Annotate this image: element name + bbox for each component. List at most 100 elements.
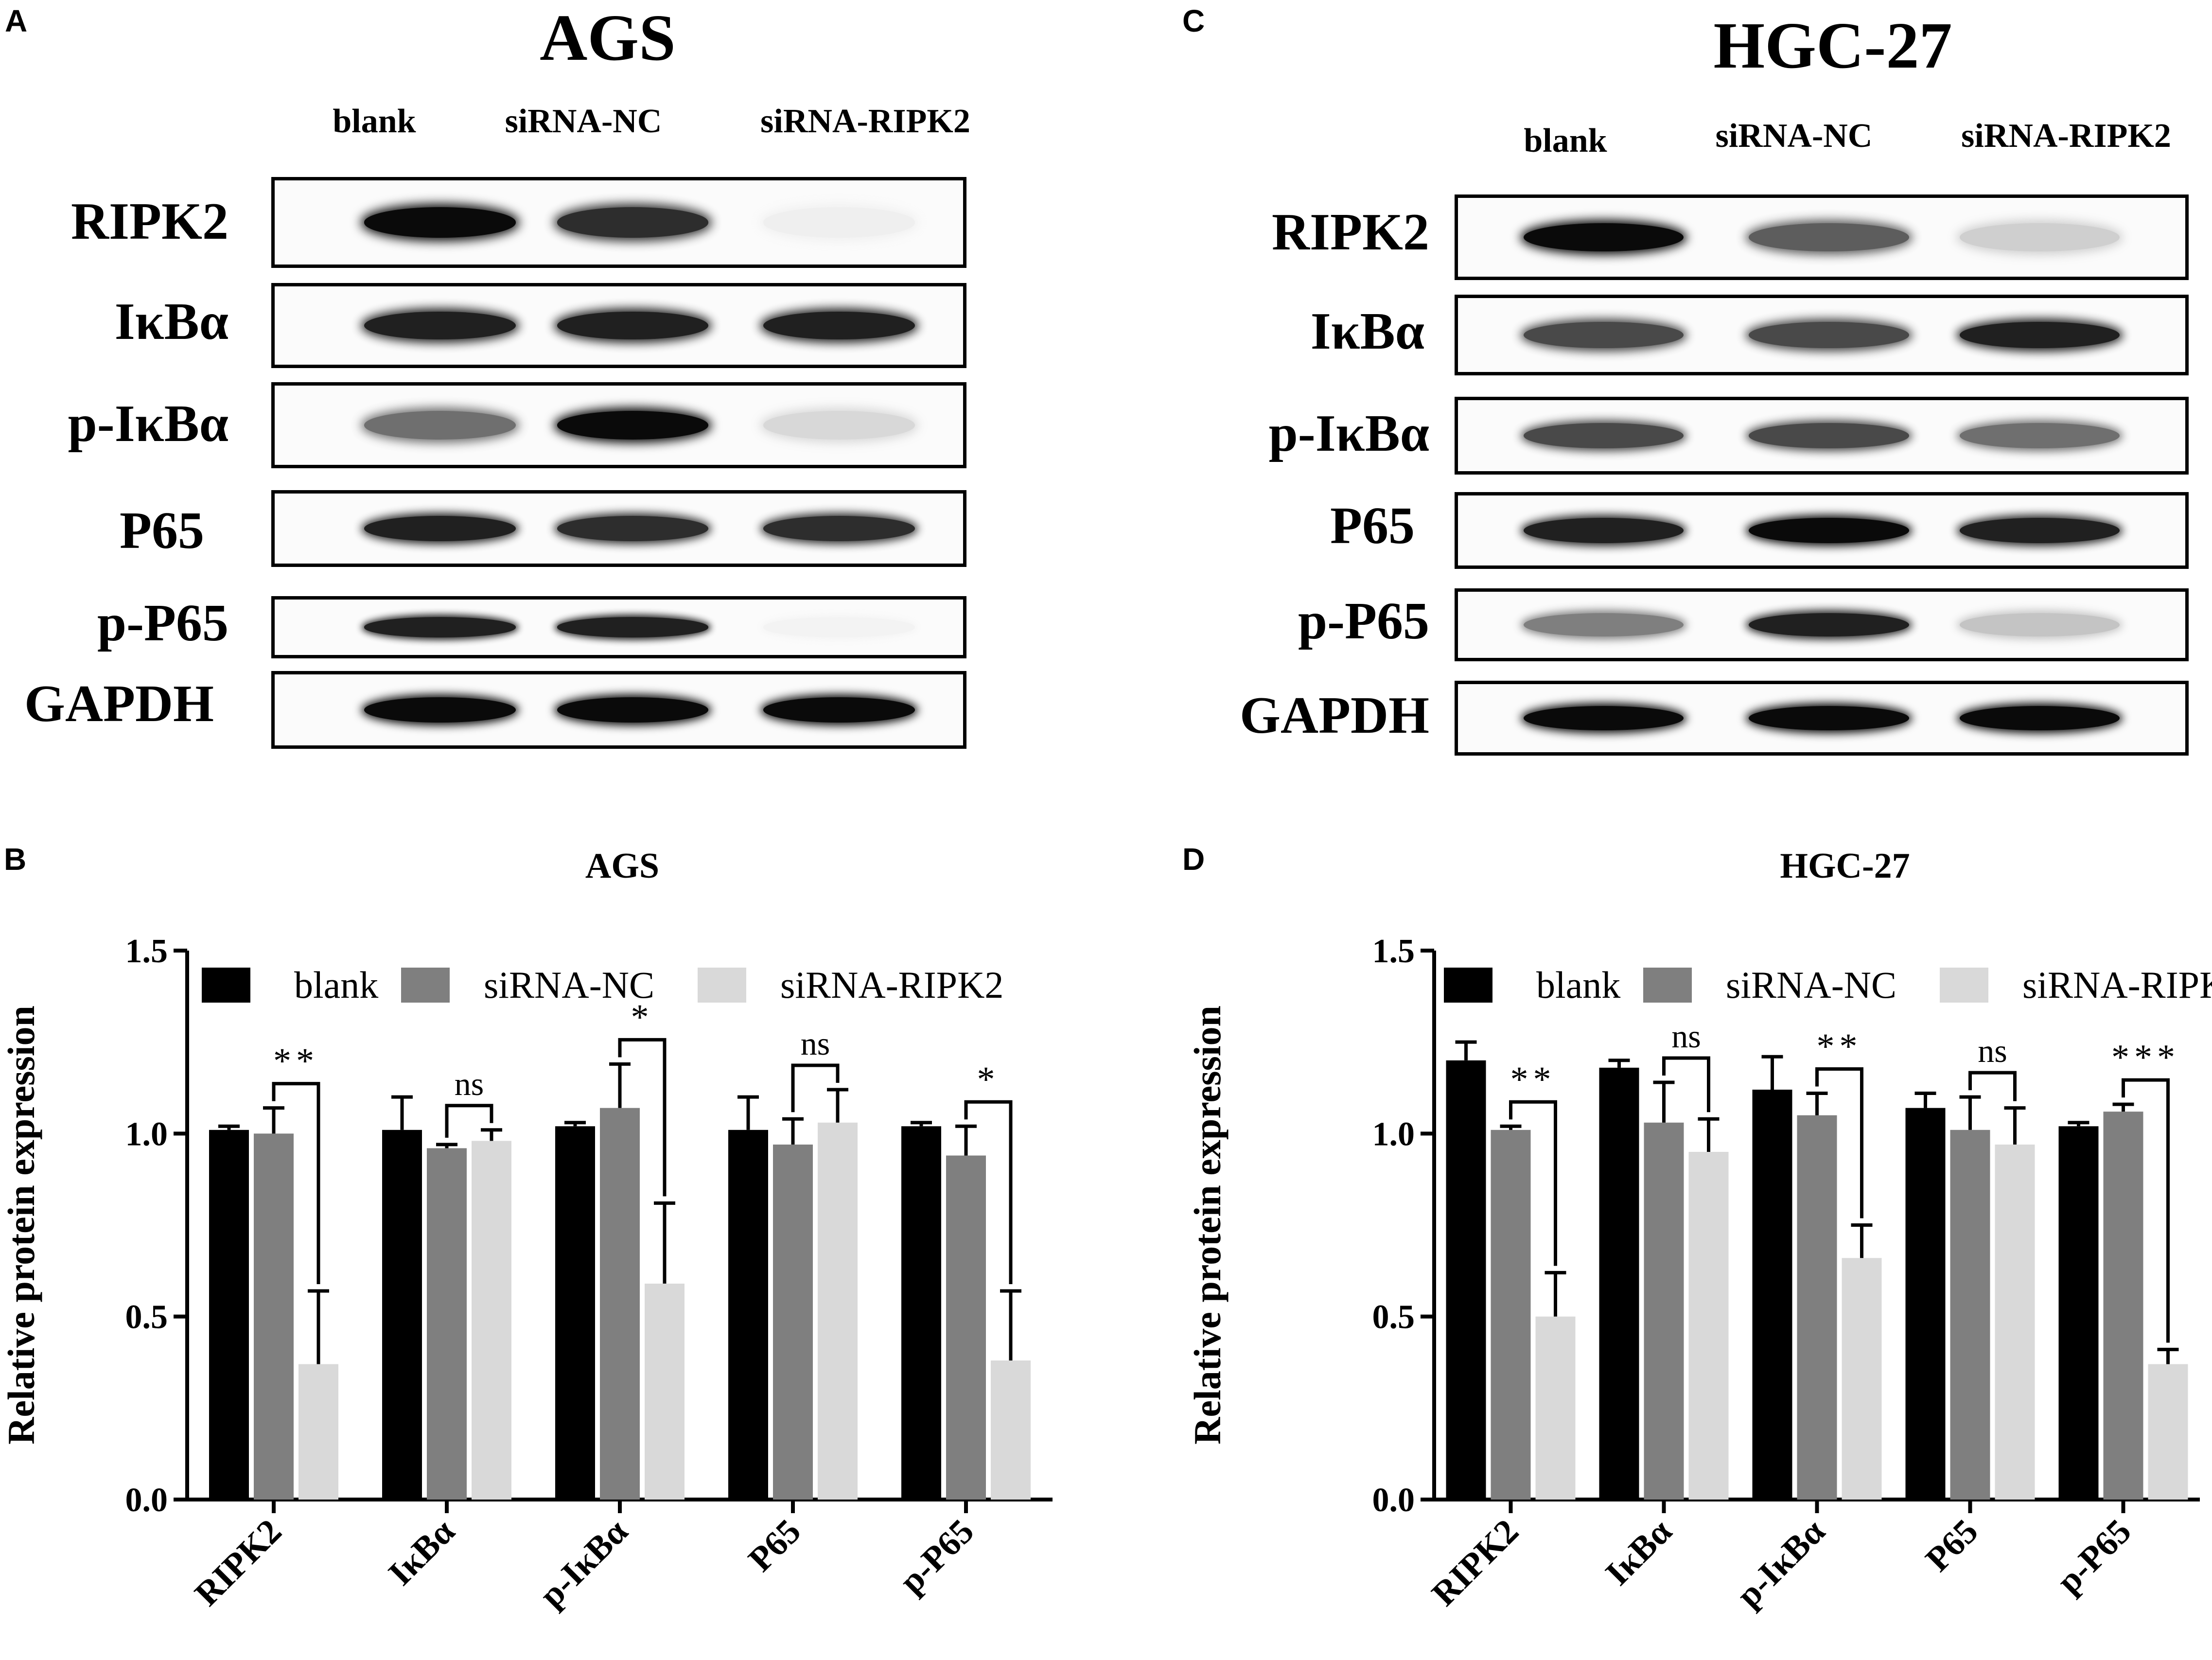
bar bbox=[1842, 1258, 1882, 1500]
bar bbox=[1599, 1067, 1639, 1500]
y-tick-label: 0.0 bbox=[1372, 1482, 1415, 1519]
y-tick-label: 1.5 bbox=[125, 933, 168, 970]
y-axis-label: Relative protein expression bbox=[1186, 1006, 1229, 1445]
blot-row-p-p65 bbox=[271, 596, 966, 658]
lane-label-sirna-ripk2: siRNA-RIPK2 bbox=[760, 103, 970, 140]
bar bbox=[991, 1360, 1031, 1500]
significance-label: *** bbox=[2111, 1038, 2180, 1077]
x-tick-label: P65 bbox=[1918, 1512, 1985, 1579]
bar bbox=[427, 1148, 467, 1500]
blot-title-ags: AGS bbox=[540, 1, 676, 74]
legend-swatch bbox=[1444, 968, 1492, 1003]
protein-band bbox=[1960, 321, 2120, 349]
protein-band bbox=[364, 311, 516, 340]
protein-label: RIPK2 bbox=[71, 193, 228, 250]
lane-label-blank: blank bbox=[333, 103, 416, 140]
protein-label: IκBα bbox=[1310, 302, 1424, 360]
blot-row-p-ikba bbox=[271, 382, 966, 468]
bar bbox=[209, 1130, 249, 1500]
blot-row-p65 bbox=[1455, 492, 2189, 569]
protein-label: p-IκBα bbox=[68, 395, 228, 453]
protein-band bbox=[1960, 613, 2120, 637]
bar bbox=[1752, 1090, 1792, 1500]
protein-label: GAPDH bbox=[24, 675, 214, 733]
protein-band bbox=[364, 207, 516, 238]
bar bbox=[1688, 1151, 1729, 1500]
legend-swatch bbox=[401, 968, 450, 1003]
bar bbox=[645, 1283, 685, 1500]
protein-label: p-IκBα bbox=[1268, 405, 1429, 462]
significance-label: * bbox=[977, 1060, 1000, 1099]
y-tick-label: 0.5 bbox=[1372, 1299, 1415, 1336]
bar bbox=[1535, 1316, 1576, 1500]
protein-label: IκBα bbox=[114, 293, 228, 351]
protein-band bbox=[1749, 518, 1909, 543]
legend-swatch bbox=[202, 968, 250, 1003]
panel-letter-c: C bbox=[1182, 3, 1205, 38]
protein-label: p-P65 bbox=[97, 594, 228, 652]
bar bbox=[1446, 1060, 1486, 1500]
panel-letter-a: A bbox=[5, 3, 28, 38]
protein-band bbox=[1523, 423, 1684, 449]
x-tick-label: p-P65 bbox=[2049, 1512, 2139, 1601]
protein-band bbox=[763, 207, 915, 238]
blot-row-p-p65 bbox=[1455, 588, 2189, 661]
protein-band bbox=[763, 516, 915, 541]
protein-band bbox=[1523, 321, 1684, 349]
protein-label: P65 bbox=[120, 502, 204, 560]
protein-band bbox=[557, 411, 709, 440]
protein-band bbox=[557, 697, 709, 723]
bar bbox=[472, 1141, 511, 1500]
significance-label: ** bbox=[1510, 1060, 1556, 1099]
blot-row-gapdh bbox=[271, 671, 966, 749]
lane-label-sirna-nc: siRNA-NC bbox=[505, 103, 662, 140]
blot-row-ripk2 bbox=[1455, 194, 2189, 280]
blot-row-ikba bbox=[1455, 295, 2189, 375]
protein-band bbox=[1749, 423, 1909, 449]
bar bbox=[254, 1133, 294, 1500]
significance-label: ns bbox=[1671, 1018, 1701, 1055]
panel-letter-d: D bbox=[1182, 842, 1205, 877]
significance-bracket bbox=[1662, 1056, 1710, 1113]
significance-bracket bbox=[2122, 1078, 2170, 1343]
bar bbox=[773, 1144, 813, 1500]
significance-bracket bbox=[791, 1063, 840, 1113]
y-tick-label: 0.5 bbox=[125, 1299, 168, 1336]
protein-label: RIPK2 bbox=[1272, 203, 1429, 261]
protein-band bbox=[557, 516, 709, 541]
legend-label: siRNA-NC bbox=[1726, 964, 1896, 1006]
bar bbox=[2148, 1364, 2188, 1500]
x-tick-label: p-IκBα bbox=[1729, 1512, 1832, 1615]
bar bbox=[1491, 1130, 1531, 1500]
significance-bracket bbox=[445, 1104, 493, 1138]
legend-swatch bbox=[1940, 968, 1988, 1003]
blot-row-p-ikba bbox=[1455, 397, 2189, 475]
significance-label: ns bbox=[1978, 1032, 2007, 1069]
y-axis-label: Relative protein expression bbox=[0, 1006, 42, 1445]
legend-label: siRNA-RIPK2 bbox=[780, 964, 1003, 1006]
chart-title: HGC-27 bbox=[1780, 846, 1910, 886]
protein-band bbox=[557, 207, 709, 238]
protein-band bbox=[1749, 321, 1909, 349]
lane-label-sirna-ripk2: siRNA-RIPK2 bbox=[1961, 117, 2171, 155]
protein-band bbox=[763, 411, 915, 440]
bar bbox=[946, 1155, 986, 1500]
blot-title-hgc27: HGC-27 bbox=[1713, 9, 1952, 82]
bar bbox=[1950, 1130, 1990, 1500]
significance-label: ** bbox=[1817, 1027, 1862, 1067]
bar bbox=[1995, 1144, 2035, 1500]
legend-label: blank bbox=[294, 964, 378, 1006]
lane-label-blank: blank bbox=[1524, 122, 1607, 159]
y-tick-label: 1.0 bbox=[125, 1115, 168, 1153]
protein-label: GAPDH bbox=[1240, 687, 1429, 744]
bar bbox=[2058, 1126, 2099, 1500]
significance-label: ns bbox=[455, 1065, 484, 1102]
protein-band bbox=[1960, 518, 2120, 543]
protein-band bbox=[1749, 706, 1909, 731]
panel-letter-b: B bbox=[4, 842, 27, 877]
protein-band bbox=[1523, 613, 1684, 637]
bar bbox=[1644, 1122, 1684, 1500]
legend-swatch bbox=[1643, 968, 1692, 1003]
